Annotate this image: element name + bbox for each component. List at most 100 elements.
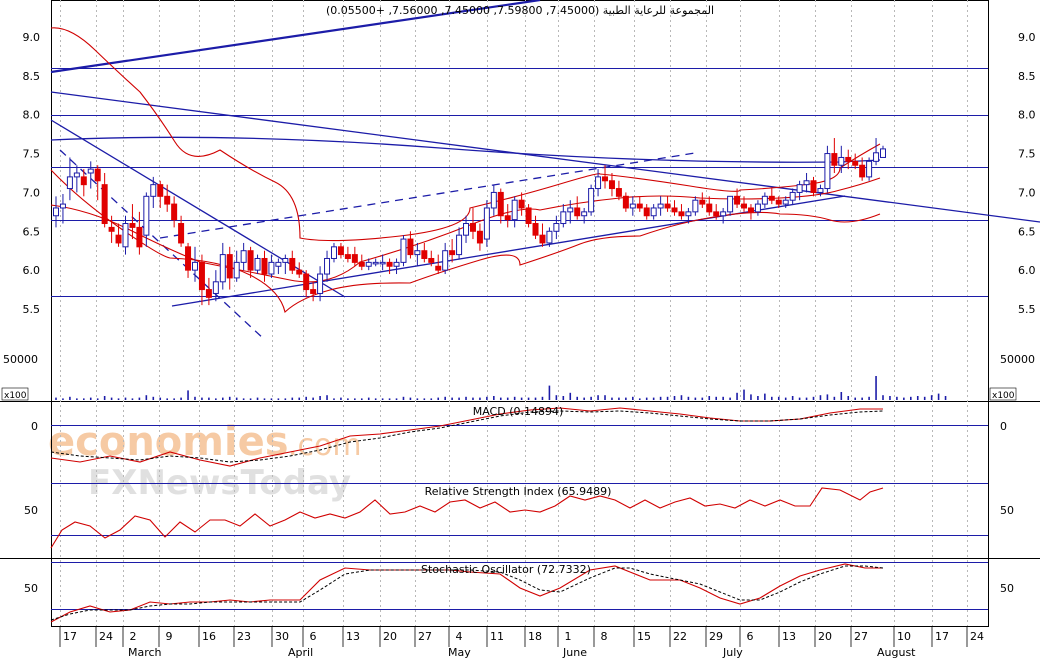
x-tick-label: 9: [166, 630, 173, 643]
candle: [351, 246, 358, 267]
candle: [852, 153, 859, 170]
candle: [560, 204, 567, 228]
candle: [143, 192, 150, 247]
candle: [268, 254, 275, 278]
candle: [87, 161, 94, 189]
candle: [115, 223, 122, 247]
candle: [497, 188, 504, 224]
x-tick-label: 27: [418, 630, 432, 643]
candle: [233, 250, 240, 282]
candle: [212, 270, 219, 302]
candle: [511, 196, 518, 228]
candle: [525, 204, 532, 228]
candle: [768, 188, 775, 205]
candle: [789, 188, 796, 205]
svg-text:economies: economies: [48, 419, 289, 465]
candle: [532, 215, 539, 240]
candle: [80, 169, 87, 197]
candle: [449, 239, 456, 263]
stochastic-d: [50, 565, 884, 621]
candle: [442, 242, 449, 275]
candle: [157, 180, 164, 208]
trend-line-dashed-lower: [59, 149, 266, 341]
candle: [796, 180, 803, 201]
candle: [741, 196, 748, 212]
candle: [94, 165, 101, 201]
trend-line-curve: [50, 136, 881, 163]
price-tick-left: 6.5: [23, 225, 41, 238]
price-tick-left: 8.0: [23, 109, 41, 122]
candle: [866, 157, 873, 181]
candle: [622, 192, 629, 212]
price-tick-right: 7.5: [1018, 148, 1036, 161]
macd-axis-right: 0: [1000, 420, 1007, 433]
rsi-label: Relative Strength Index (65.9489): [425, 485, 612, 498]
candle: [53, 196, 59, 228]
month-label: April: [288, 646, 313, 659]
candle: [817, 184, 824, 197]
candle: [574, 196, 581, 220]
rsi-line: [50, 487, 884, 549]
month-label: July: [722, 646, 743, 659]
candle: [810, 176, 817, 197]
candle: [629, 196, 636, 216]
x-tick-label: 6: [747, 630, 754, 643]
x-tick-label: 22: [673, 630, 687, 643]
candle: [678, 204, 685, 220]
x-tick-label: 18: [528, 630, 542, 643]
candle: [282, 254, 289, 275]
candle: [317, 266, 324, 302]
price-tick-right: 9.0: [1018, 31, 1036, 44]
x-tick-label: 16: [202, 630, 216, 643]
candle: [240, 242, 247, 271]
month-labels: March April May June July August: [128, 646, 916, 659]
candle: [699, 192, 706, 208]
price-tick-right: 6.5: [1018, 225, 1036, 238]
candle: [657, 196, 664, 216]
x-tick-label: 1: [565, 630, 572, 643]
candle: [254, 254, 261, 275]
trend-lines: [50, 0, 1040, 341]
candle: [386, 258, 393, 275]
candle: [178, 215, 185, 247]
candle: [66, 157, 73, 201]
candle: [873, 138, 880, 166]
candle: [518, 192, 525, 216]
x-tick-label: 24: [970, 630, 984, 643]
candle: [185, 242, 192, 278]
trend-line-dashed-channel: [159, 152, 696, 239]
stochastic-label: Stochastic Oscillator (72.7332): [421, 563, 591, 576]
price-tick-left: 7.0: [23, 186, 41, 199]
candle: [330, 242, 337, 263]
candle: [664, 196, 671, 212]
x-tick-label: 8: [601, 630, 608, 643]
candle: [567, 200, 574, 224]
candle: [171, 196, 178, 228]
candle: [456, 227, 463, 259]
stochastic-lines: [50, 563, 884, 623]
stoch-axis-left: 50: [24, 582, 38, 595]
price-tick-left: 6.0: [23, 264, 41, 277]
x-tick-label: 11: [490, 630, 504, 643]
candle: [191, 246, 198, 282]
candle: [754, 200, 761, 216]
month-label: June: [562, 646, 587, 659]
volume-axis-left: 50000: [3, 353, 38, 366]
x-tick-label: 29: [709, 630, 723, 643]
x-tick-label: 24: [99, 630, 113, 643]
candle: [73, 165, 80, 193]
volume-multiplier-left: x100: [4, 391, 27, 401]
upper-band: [50, 27, 881, 242]
candle: [205, 277, 212, 306]
price-tick-right: 6.0: [1018, 264, 1036, 277]
bollinger-bands: [50, 27, 881, 314]
vertical-gridlines: [60, 0, 968, 626]
candle: [421, 242, 428, 263]
macd-lines: [50, 407, 884, 467]
x-tick-label: 10: [897, 630, 911, 643]
candle: [393, 258, 400, 275]
candle: [727, 195, 734, 216]
candle: [706, 196, 713, 216]
candle: [588, 184, 595, 216]
macd-axis-left: 0: [31, 420, 38, 433]
